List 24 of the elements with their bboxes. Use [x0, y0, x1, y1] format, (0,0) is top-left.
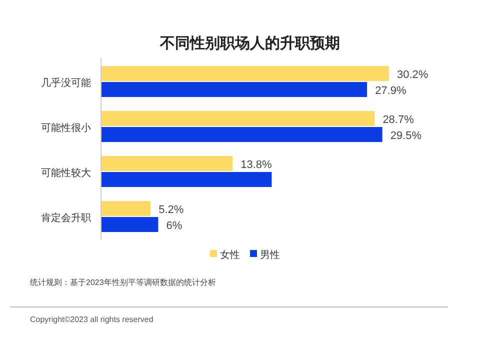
y-tick-label: 可能性很小	[41, 122, 91, 134]
bar	[101, 66, 389, 81]
data-label: 30.2%	[397, 69, 428, 81]
bar	[101, 127, 382, 142]
data-label: 13.8%	[240, 159, 272, 171]
bar	[101, 172, 272, 187]
bar	[101, 217, 158, 232]
bar	[101, 201, 151, 216]
bar	[101, 111, 375, 126]
y-tick-label: 肯定会升职	[41, 212, 91, 224]
bar	[101, 156, 233, 171]
chart-title: 不同性别职场人的升职预期	[159, 35, 340, 52]
legend-label: 男性	[260, 249, 280, 261]
legend-label: 女性	[220, 249, 240, 261]
bar	[101, 82, 368, 97]
y-tick-label: 可能性较大	[41, 167, 91, 179]
data-label: 27.9%	[375, 85, 406, 97]
text: 统计规则：基于2023年性别平等调研数据的统计分析	[30, 278, 216, 287]
data-label: 5.2%	[158, 204, 184, 216]
y-tick-label: 几乎没可能	[41, 77, 91, 89]
data-label: 28.7%	[382, 114, 414, 126]
text: Copyright©2023 all rights reserved	[30, 315, 154, 324]
data-label: 29.5%	[390, 130, 422, 142]
data-label: 6%	[166, 220, 182, 232]
